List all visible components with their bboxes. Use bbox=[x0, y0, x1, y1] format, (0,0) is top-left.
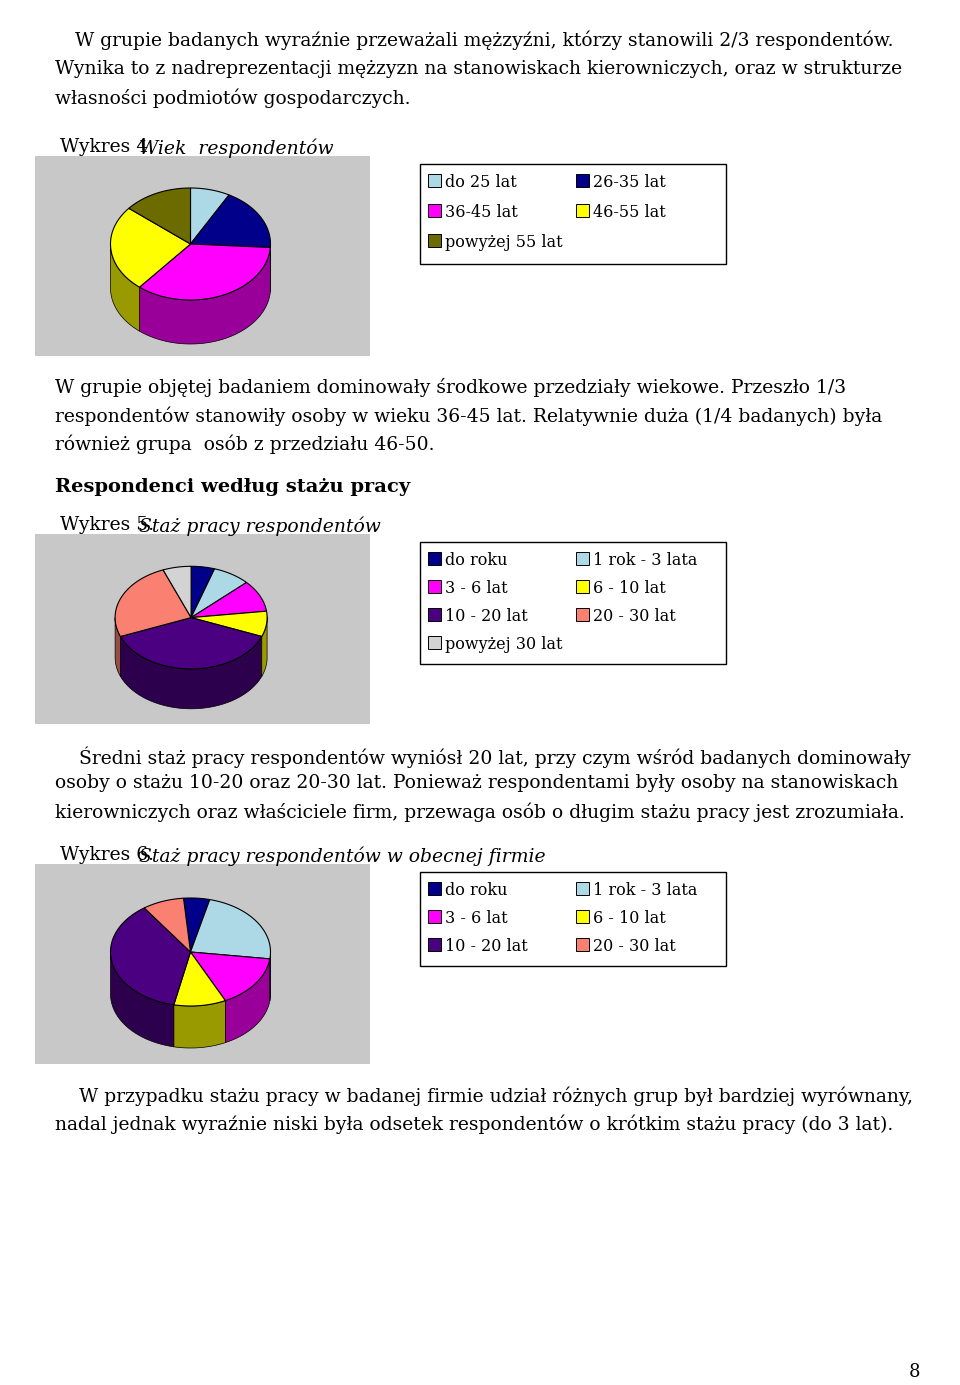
Bar bbox=[428, 553, 441, 565]
Text: 20 - 30 lat: 20 - 30 lat bbox=[593, 608, 676, 625]
Text: również grupa  osób z przedziału 46-50.: również grupa osób z przedziału 46-50. bbox=[55, 434, 435, 453]
Text: W grupie badanych wyraźnie przeważali mężzyźni, którzy stanowili 2/3 respondentó: W grupie badanych wyraźnie przeważali mę… bbox=[75, 30, 894, 50]
Text: do 25 lat: do 25 lat bbox=[445, 175, 516, 191]
Text: Wykres 4.: Wykres 4. bbox=[60, 138, 155, 157]
Polygon shape bbox=[120, 618, 262, 669]
Text: Wykres 5.: Wykres 5. bbox=[60, 517, 155, 535]
Text: własności podmiotów gospodarczych.: własności podmiotów gospodarczych. bbox=[55, 89, 411, 108]
Polygon shape bbox=[190, 951, 270, 1000]
FancyBboxPatch shape bbox=[420, 542, 726, 663]
Polygon shape bbox=[163, 566, 191, 618]
Polygon shape bbox=[139, 248, 271, 343]
Text: 6 - 10 lat: 6 - 10 lat bbox=[593, 580, 665, 597]
Text: Średni staż pracy respondentów wyniósł 20 lat, przy czym wśród badanych dominowa: Średni staż pracy respondentów wyniósł 2… bbox=[55, 747, 911, 767]
Text: Wiek  respondentów: Wiek respondentów bbox=[133, 138, 333, 158]
Polygon shape bbox=[191, 611, 267, 637]
FancyBboxPatch shape bbox=[420, 873, 726, 965]
Polygon shape bbox=[191, 566, 215, 618]
Bar bbox=[576, 882, 589, 895]
Polygon shape bbox=[190, 195, 271, 248]
Text: 36-45 lat: 36-45 lat bbox=[445, 204, 517, 222]
Text: 10 - 20 lat: 10 - 20 lat bbox=[445, 938, 528, 956]
Polygon shape bbox=[190, 900, 271, 958]
Polygon shape bbox=[129, 188, 190, 244]
Bar bbox=[428, 234, 441, 247]
Text: powyżej 30 lat: powyżej 30 lat bbox=[445, 636, 563, 652]
Bar bbox=[428, 580, 441, 593]
Text: osoby o stażu 10-20 oraz 20-30 lat. Ponieważ respondentami były osoby na stanowi: osoby o stażu 10-20 oraz 20-30 lat. Poni… bbox=[55, 774, 899, 792]
Polygon shape bbox=[226, 958, 270, 1043]
Text: nadal jednak wyraźnie niski była odsetek respondentów o krótkim stażu pracy (do : nadal jednak wyraźnie niski była odsetek… bbox=[55, 1114, 893, 1133]
Text: Wynika to z nadreprezentacji mężzyzn na stanowiskach kierowniczych, oraz w struk: Wynika to z nadreprezentacji mężzyzn na … bbox=[55, 60, 902, 78]
Text: 26-35 lat: 26-35 lat bbox=[593, 175, 665, 191]
Text: 6 - 10 lat: 6 - 10 lat bbox=[593, 910, 665, 927]
Text: Respondenci według stażu pracy: Respondenci według stażu pracy bbox=[55, 478, 410, 496]
Text: do roku: do roku bbox=[445, 553, 508, 569]
Bar bbox=[428, 608, 441, 620]
Polygon shape bbox=[110, 244, 139, 331]
Text: respondentów stanowiły osoby w wieku 36-45 lat. Relatywnie duża (1/4 badanych) b: respondentów stanowiły osoby w wieku 36-… bbox=[55, 406, 882, 425]
Polygon shape bbox=[174, 951, 226, 1006]
Text: do roku: do roku bbox=[445, 882, 508, 899]
FancyBboxPatch shape bbox=[420, 163, 726, 265]
Text: kierowniczych oraz właściciele firm, przewaga osób o długim stażu pracy jest zro: kierowniczych oraz właściciele firm, prz… bbox=[55, 802, 904, 821]
Bar bbox=[35, 157, 370, 356]
Polygon shape bbox=[115, 618, 120, 676]
Polygon shape bbox=[110, 208, 190, 287]
Bar bbox=[35, 535, 370, 724]
Text: W przypadku stażu pracy w badanej firmie udział różnych grup był bardziej wyrówn: W przypadku stażu pracy w badanej firmie… bbox=[55, 1086, 913, 1105]
Bar bbox=[428, 910, 441, 922]
Polygon shape bbox=[191, 583, 267, 618]
Polygon shape bbox=[110, 909, 190, 1004]
Polygon shape bbox=[120, 637, 262, 709]
Bar bbox=[428, 882, 441, 895]
Text: 8: 8 bbox=[908, 1363, 920, 1381]
Text: 10 - 20 lat: 10 - 20 lat bbox=[445, 608, 528, 625]
Text: W grupie objętej badaniem dominowały środkowe przedziały wiekowe. Przeszło 1/3: W grupie objętej badaniem dominowały śro… bbox=[55, 378, 846, 397]
Text: 46-55 lat: 46-55 lat bbox=[593, 204, 665, 222]
Bar bbox=[576, 938, 589, 951]
Bar bbox=[576, 608, 589, 620]
Bar bbox=[576, 204, 589, 217]
Bar bbox=[576, 175, 589, 187]
Polygon shape bbox=[262, 616, 267, 676]
Bar bbox=[428, 204, 441, 217]
Text: 1 rok - 3 lata: 1 rok - 3 lata bbox=[593, 882, 697, 899]
Text: 20 - 30 lat: 20 - 30 lat bbox=[593, 938, 676, 956]
Polygon shape bbox=[174, 1000, 226, 1048]
Polygon shape bbox=[115, 569, 191, 637]
Text: Staż pracy respondentów: Staż pracy respondentów bbox=[133, 517, 381, 536]
Bar bbox=[428, 938, 441, 951]
Polygon shape bbox=[191, 569, 247, 618]
Bar bbox=[35, 864, 370, 1064]
Text: powyżej 55 lat: powyżej 55 lat bbox=[445, 234, 563, 251]
Polygon shape bbox=[110, 951, 174, 1047]
Polygon shape bbox=[139, 244, 271, 301]
Text: 1 rok - 3 lata: 1 rok - 3 lata bbox=[593, 553, 697, 569]
Text: Wykres 6.: Wykres 6. bbox=[60, 846, 154, 864]
Text: 3 - 6 lat: 3 - 6 lat bbox=[445, 580, 508, 597]
Bar bbox=[576, 580, 589, 593]
Bar bbox=[428, 636, 441, 650]
Bar bbox=[576, 553, 589, 565]
Text: Staż pracy respondentów w obecnej firmie: Staż pracy respondentów w obecnej firmie bbox=[133, 846, 545, 866]
Polygon shape bbox=[183, 897, 210, 951]
Polygon shape bbox=[190, 188, 229, 244]
Text: 3 - 6 lat: 3 - 6 lat bbox=[445, 910, 508, 927]
Polygon shape bbox=[144, 899, 190, 951]
Bar bbox=[576, 910, 589, 922]
Bar bbox=[428, 175, 441, 187]
